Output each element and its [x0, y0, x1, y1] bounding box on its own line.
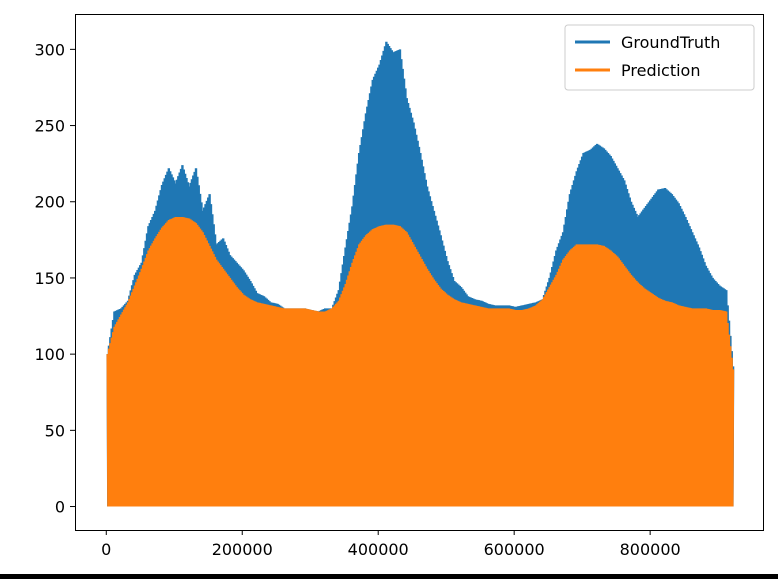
x-tick-label: 400000	[348, 540, 409, 559]
legend-label-prediction: Prediction	[621, 61, 700, 80]
x-tick-label: 800000	[620, 540, 681, 559]
y-tick-label: 0	[55, 498, 65, 517]
legend: GroundTruth Prediction	[565, 25, 754, 90]
y-tick-label: 200	[34, 193, 65, 212]
y-tick-label: 150	[34, 269, 65, 288]
x-axis: 0 200000 400000 600000 800000	[101, 530, 681, 559]
x-tick-label: 0	[101, 540, 111, 559]
x-tick-label: 600000	[484, 540, 545, 559]
series-layer	[108, 42, 733, 507]
y-tick-label: 300	[34, 40, 65, 59]
y-axis: 0 50 100 150 200 250 300	[34, 40, 75, 516]
y-tick-label: 50	[45, 421, 65, 440]
legend-label-groundtruth: GroundTruth	[621, 33, 720, 52]
y-tick-label: 100	[34, 345, 65, 364]
x-tick-label: 200000	[212, 540, 273, 559]
y-tick-label: 250	[34, 117, 65, 136]
